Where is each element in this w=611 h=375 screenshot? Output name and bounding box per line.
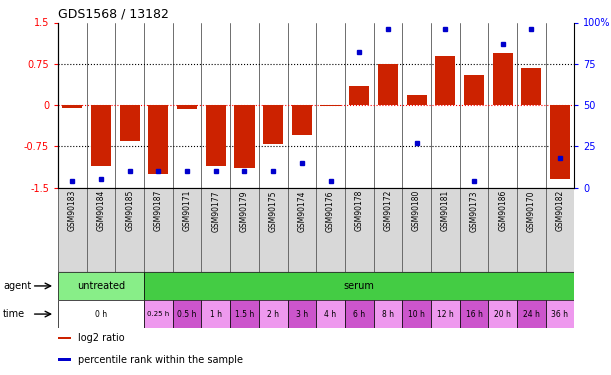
Text: GSM90184: GSM90184 xyxy=(97,190,106,231)
Bar xyxy=(91,105,111,165)
Bar xyxy=(316,188,345,272)
Bar xyxy=(517,188,546,272)
Bar xyxy=(406,95,426,105)
Text: serum: serum xyxy=(344,281,375,291)
Text: GSM90176: GSM90176 xyxy=(326,190,335,231)
Bar xyxy=(58,337,71,339)
Text: time: time xyxy=(3,309,25,319)
Text: GSM90185: GSM90185 xyxy=(125,190,134,231)
Bar xyxy=(144,188,173,272)
Bar xyxy=(402,300,431,328)
Text: GSM90183: GSM90183 xyxy=(68,190,77,231)
Text: 0.5 h: 0.5 h xyxy=(177,310,197,319)
Bar xyxy=(488,300,517,328)
Bar xyxy=(517,300,546,328)
Bar xyxy=(378,64,398,105)
Text: GSM90173: GSM90173 xyxy=(469,190,478,231)
Text: 1.5 h: 1.5 h xyxy=(235,310,254,319)
Bar xyxy=(288,300,316,328)
Text: 2 h: 2 h xyxy=(267,310,279,319)
Text: percentile rank within the sample: percentile rank within the sample xyxy=(78,355,243,364)
Bar xyxy=(492,53,513,105)
Text: GDS1568 / 13182: GDS1568 / 13182 xyxy=(58,8,169,21)
Text: GSM90180: GSM90180 xyxy=(412,190,421,231)
Bar xyxy=(235,105,255,168)
Bar xyxy=(292,105,312,135)
Bar xyxy=(402,188,431,272)
Text: GSM90175: GSM90175 xyxy=(269,190,277,231)
Bar xyxy=(345,300,373,328)
Text: 20 h: 20 h xyxy=(494,310,511,319)
Bar xyxy=(431,188,459,272)
Bar xyxy=(202,188,230,272)
Bar xyxy=(206,105,226,165)
Bar xyxy=(373,188,402,272)
Bar xyxy=(488,188,517,272)
Text: GSM90172: GSM90172 xyxy=(383,190,392,231)
Bar xyxy=(259,300,288,328)
Bar xyxy=(173,188,202,272)
Text: 4 h: 4 h xyxy=(324,310,337,319)
Text: GSM90186: GSM90186 xyxy=(498,190,507,231)
Bar xyxy=(202,300,230,328)
Text: 0 h: 0 h xyxy=(95,310,107,319)
Bar xyxy=(435,56,455,105)
Text: GSM90174: GSM90174 xyxy=(298,190,306,231)
Bar xyxy=(349,86,369,105)
Text: 1 h: 1 h xyxy=(210,310,222,319)
Bar xyxy=(115,188,144,272)
Text: log2 ratio: log2 ratio xyxy=(78,333,125,343)
Bar xyxy=(550,105,570,179)
Text: GSM90177: GSM90177 xyxy=(211,190,221,231)
Text: GSM90178: GSM90178 xyxy=(355,190,364,231)
Text: 0.25 h: 0.25 h xyxy=(147,311,170,317)
Bar xyxy=(345,188,373,272)
Text: 8 h: 8 h xyxy=(382,310,394,319)
Text: GSM90170: GSM90170 xyxy=(527,190,536,231)
Bar xyxy=(62,105,82,108)
Bar xyxy=(144,272,574,300)
Text: GSM90181: GSM90181 xyxy=(441,190,450,231)
Bar xyxy=(177,105,197,110)
Bar xyxy=(259,188,288,272)
Text: 12 h: 12 h xyxy=(437,310,453,319)
Bar xyxy=(230,300,259,328)
Bar xyxy=(464,75,484,105)
Bar xyxy=(58,300,144,328)
Bar xyxy=(58,358,71,361)
Text: 6 h: 6 h xyxy=(353,310,365,319)
Text: 3 h: 3 h xyxy=(296,310,308,319)
Bar xyxy=(459,188,488,272)
Bar xyxy=(321,105,340,106)
Bar xyxy=(521,68,541,105)
Text: GSM90182: GSM90182 xyxy=(555,190,565,231)
Text: untreated: untreated xyxy=(77,281,125,291)
Bar xyxy=(173,300,202,328)
Bar xyxy=(230,188,259,272)
Text: 36 h: 36 h xyxy=(552,310,568,319)
Bar xyxy=(144,300,173,328)
Text: 10 h: 10 h xyxy=(408,310,425,319)
Bar xyxy=(431,300,459,328)
Bar xyxy=(58,188,87,272)
Bar xyxy=(373,300,402,328)
Bar xyxy=(58,272,144,300)
Bar xyxy=(316,300,345,328)
Text: GSM90187: GSM90187 xyxy=(154,190,163,231)
Text: 16 h: 16 h xyxy=(466,310,483,319)
Bar xyxy=(263,105,284,144)
Bar xyxy=(120,105,140,141)
Text: GSM90171: GSM90171 xyxy=(183,190,192,231)
Text: 24 h: 24 h xyxy=(523,310,540,319)
Bar xyxy=(546,300,574,328)
Bar xyxy=(459,300,488,328)
Text: agent: agent xyxy=(3,281,31,291)
Bar xyxy=(148,105,169,174)
Text: GSM90179: GSM90179 xyxy=(240,190,249,231)
Bar xyxy=(87,188,115,272)
Bar xyxy=(546,188,574,272)
Bar xyxy=(288,188,316,272)
